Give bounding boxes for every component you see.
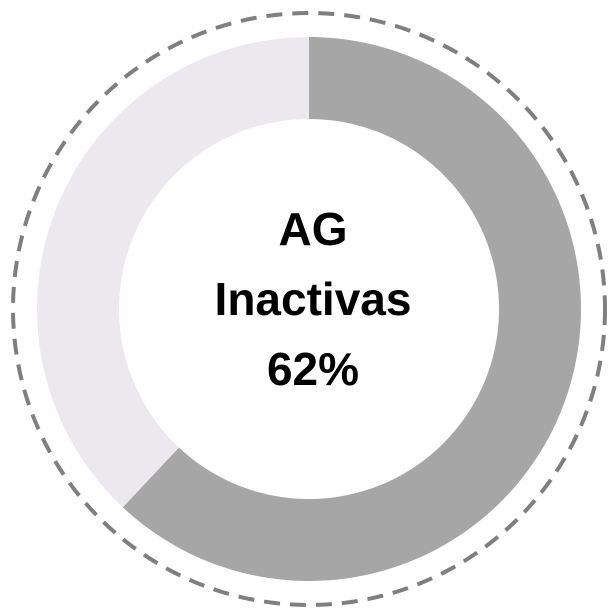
center-label: Inactivas xyxy=(215,273,412,325)
outline-ring xyxy=(11,11,607,607)
center-label: 62% xyxy=(267,343,359,395)
center-label: AG xyxy=(279,203,348,255)
donut-segment xyxy=(122,37,581,581)
donut-segment xyxy=(36,36,309,508)
